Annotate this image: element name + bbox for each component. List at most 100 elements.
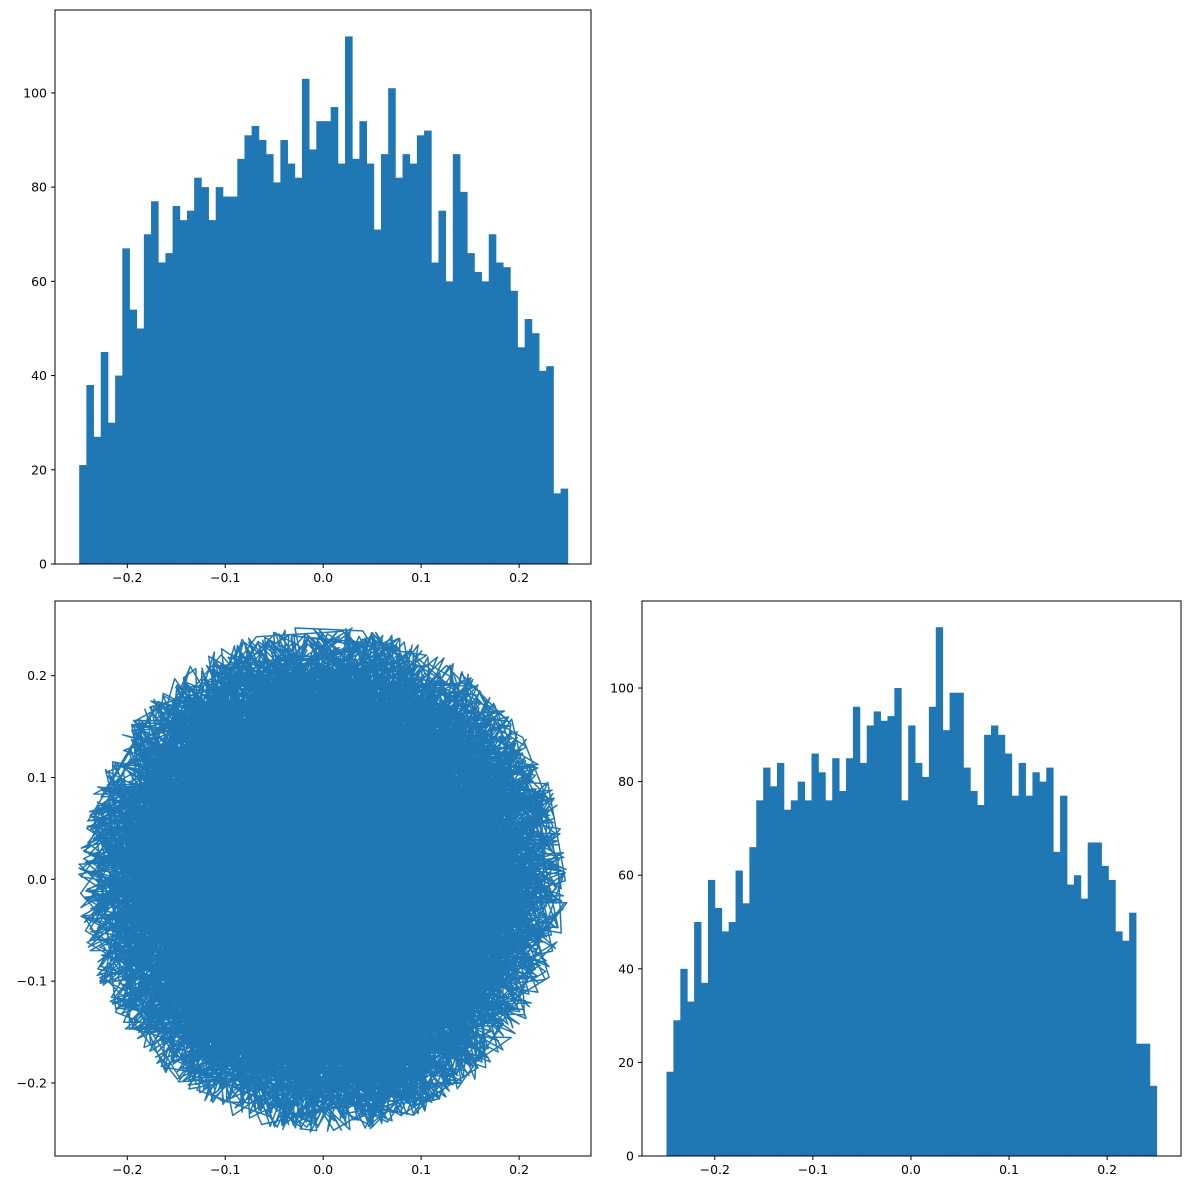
- histogram-bar: [445, 281, 454, 564]
- histogram-bar: [438, 210, 447, 565]
- histogram-bar: [680, 968, 688, 1156]
- y-tick-label: −0.1: [17, 974, 47, 989]
- histogram-bar: [887, 716, 895, 1156]
- histogram-bar: [345, 36, 353, 564]
- x-axis: −0.2 −0.1 0.0 0.1 0.2: [112, 1156, 529, 1177]
- histogram-bar: [1025, 795, 1033, 1156]
- y-tick-label: 0: [626, 1149, 634, 1164]
- histogram-bar: [804, 800, 812, 1156]
- histogram-bar: [395, 177, 403, 564]
- histogram-bar: [825, 800, 833, 1156]
- histogram-bar: [707, 879, 716, 1156]
- x-tick-label: 0.0: [901, 1162, 921, 1177]
- histogram-bar: [208, 220, 217, 564]
- histogram-bar: [201, 187, 209, 564]
- histogram-bar: [818, 772, 826, 1156]
- histogram-bar: [273, 182, 281, 564]
- histogram-bar: [1066, 884, 1075, 1156]
- histogram-bar: [1039, 781, 1047, 1156]
- histogram-bar: [832, 758, 840, 1156]
- y-tick-label: 60: [618, 868, 634, 883]
- x-tick-label: 0.1: [411, 570, 431, 585]
- histogram-bar: [687, 1001, 695, 1156]
- histogram-bottom-right: −0.2 −0.1 0.0 0.1 0.2 0 20 40 60 80 100: [610, 600, 1182, 1177]
- x-tick-label: 0.2: [509, 570, 529, 585]
- histogram-bar: [1032, 772, 1040, 1156]
- histogram-bar: [790, 800, 799, 1156]
- y-tick-label: 100: [610, 681, 634, 696]
- histogram-bar: [1136, 1043, 1144, 1156]
- histogram-top-left: −0.2 −0.1 0.0 0.1 0.2 0 20 40 60 80 100: [23, 9, 592, 585]
- histogram-bar: [309, 149, 317, 564]
- disc-line-plot-bottom-left: −0.2 −0.1 0.0 0.1 0.2 −0.2 −0.1 0.0 0.1 0.2: [17, 600, 592, 1177]
- histogram-bar: [1011, 795, 1020, 1156]
- histogram-bar: [811, 753, 819, 1156]
- histogram-bar: [510, 290, 518, 564]
- histogram-bar: [266, 154, 274, 564]
- histogram-bar: [517, 347, 526, 564]
- x-tick-label: 0.1: [999, 1162, 1019, 1177]
- x-axis: −0.2 −0.1 0.0 0.1 0.2: [700, 1156, 1117, 1177]
- histogram-bar: [1087, 842, 1095, 1156]
- histogram-bar: [79, 465, 87, 564]
- histogram-bar: [431, 262, 439, 564]
- histogram-bar: [129, 309, 138, 564]
- y-tick-label: 0.0: [27, 872, 47, 887]
- histogram-bar: [1004, 753, 1013, 1156]
- histogram-bar: [244, 135, 253, 565]
- histogram-bar: [222, 196, 231, 564]
- histogram-bar: [531, 333, 540, 564]
- x-axis: −0.2 −0.1 0.0 0.1 0.2: [112, 564, 529, 585]
- histogram-bar: [991, 725, 999, 1156]
- histogram-bar: [230, 196, 238, 564]
- histogram-bar: [388, 88, 396, 564]
- histogram-bar: [935, 627, 944, 1156]
- histogram-bar: [1108, 879, 1116, 1156]
- histogram-bar: [539, 370, 547, 564]
- histogram-bar: [287, 163, 296, 564]
- histogram-bar: [122, 248, 130, 565]
- histogram-bar: [1094, 842, 1102, 1156]
- histogram-bar: [524, 319, 533, 564]
- histogram-bar: [956, 692, 964, 1156]
- y-tick-label: 80: [618, 774, 634, 789]
- histogram-bar: [756, 800, 764, 1156]
- y-axis: 0 20 40 60 80 100: [610, 681, 642, 1164]
- histogram-bar: [783, 809, 792, 1156]
- histogram-bar: [673, 1020, 681, 1156]
- histogram-bars: [666, 627, 1158, 1156]
- histogram-bar: [179, 220, 188, 564]
- histogram-bar: [258, 140, 267, 565]
- histogram-bar: [380, 154, 389, 564]
- y-axis: 0 20 40 60 80 100: [23, 85, 55, 572]
- histogram-bar: [194, 177, 202, 564]
- histogram-bar: [901, 800, 909, 1156]
- histogram-bar: [172, 205, 181, 565]
- histogram-bar: [560, 488, 569, 564]
- histogram-bar: [337, 163, 346, 564]
- histogram-bar: [280, 140, 288, 565]
- histogram-bar: [158, 262, 166, 564]
- histogram-bar: [742, 903, 750, 1156]
- histogram-bar: [474, 271, 482, 564]
- histogram-bar: [942, 730, 951, 1156]
- histogram-bar: [503, 267, 511, 564]
- histogram-bar: [488, 234, 497, 564]
- x-tick-label: −0.2: [112, 1162, 142, 1177]
- histogram-bar: [997, 734, 1006, 1156]
- y-tick-label: 100: [23, 85, 47, 100]
- y-tick-label: 40: [618, 961, 634, 976]
- histogram-bar: [714, 907, 723, 1156]
- histogram-bar: [846, 758, 854, 1156]
- histogram-bar: [165, 253, 174, 564]
- histogram-bar: [1101, 865, 1109, 1156]
- histogram-bar: [481, 281, 490, 564]
- histogram-bar: [215, 187, 224, 564]
- histogram-bar: [852, 706, 861, 1156]
- histogram-bars: [79, 36, 569, 565]
- histogram-bar: [797, 781, 806, 1156]
- y-tick-label: 20: [618, 1055, 634, 1070]
- histogram-bar: [546, 366, 554, 564]
- histogram-bar: [776, 762, 785, 1156]
